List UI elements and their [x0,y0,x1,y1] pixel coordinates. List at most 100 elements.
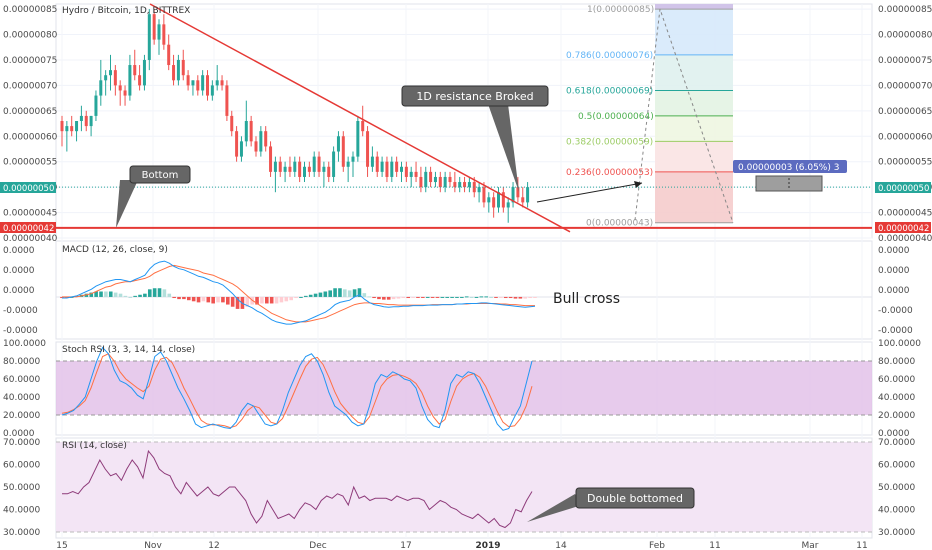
x-tick-label: 17 [400,541,411,550]
macd-histogram-bar [367,296,372,298]
fibonacci-retracement[interactable]: 1(0.00000085) 0.786(0.00000076) 0.618(0.00… [566,4,734,229]
last-price-left: 0.00000050 [3,184,54,194]
candle-body [206,75,209,96]
candle-body [264,131,268,147]
candle-body [186,75,190,86]
macd-histogram-bar [279,296,284,303]
stoch-y-tick-left: 20.0000 [3,411,40,421]
macd-panel-frame [55,240,873,340]
candle-body [273,161,277,172]
macd-histogram-bar [318,292,323,297]
candle-body [278,161,282,172]
candle-body [181,59,185,76]
chart-overlays [56,3,872,233]
resistance-callout[interactable]: 1D resistance Broked [401,85,549,192]
main-y-tick-left: 0.00000080 [3,31,58,41]
candle-body [390,161,394,177]
resistance-callout-label: 1D resistance Broked [416,90,533,103]
main-y-tick-right: 0.00000040 [878,234,932,244]
candle-body [395,161,399,172]
macd-histogram-bar [157,288,162,297]
macd-histogram-bar [167,293,172,297]
stoch-y-tick-right: 100.0000 [878,339,921,349]
x-tick-label: Dec [309,541,326,550]
candle-body [133,65,137,76]
macd-histogram-bar [133,295,137,297]
macd-histogram-bar [357,288,362,297]
candle-body [429,171,433,183]
macd-histogram-bar [513,296,518,299]
main-y-tick-left: 0.00000055 [3,158,57,168]
candle-body [414,171,418,177]
macd-line [62,260,536,325]
macd-histogram-bar [440,296,445,298]
macd-histogram-bar [479,296,484,298]
macd-histogram-bar [352,289,357,297]
candle-body [162,24,166,45]
candle-body [259,131,263,152]
main-y-tick-right: 0.00000060 [878,132,932,142]
macd-histogram-bar [147,289,152,297]
bottom-callout-box [129,165,191,184]
rsi-series [56,441,872,533]
fib-zone [655,9,733,55]
candle-body [385,161,389,177]
candle-body [288,166,292,172]
x-tick-label: Mar [802,541,819,550]
macd-histogram-bar [343,289,347,297]
macd-histogram-bar [172,296,176,299]
macd-histogram-bar [523,296,528,299]
macd-histogram-bar [503,296,508,299]
macd-histogram-bar [460,296,464,298]
stoch-d-line [61,353,533,429]
macd-histogram-bar [182,296,186,300]
macd-histogram-bar [294,296,298,299]
macd-histogram-bar [230,296,235,307]
x-tick-label: 12 [208,541,219,550]
breakout-arrowhead [634,181,642,188]
price-range-measure[interactable]: 0.00000003 (6.05%) 3 [733,160,847,192]
measure-label-box [733,160,847,173]
resistance-callout-box [401,85,549,107]
bottom-callout[interactable]: Bottom [116,165,191,228]
macd-histogram-bar [406,296,411,299]
support-price-badge: 0.00000042 0.00000042 [0,222,931,234]
macd-histogram-bar [430,296,435,298]
macd-histogram-bar [391,296,396,300]
candle-body [128,65,132,96]
bull-cross-annotation: Bull cross [553,291,620,307]
x-tick-label: Nov [144,541,162,550]
main-y-tick-left: 0.00000040 [3,234,58,244]
stoch-y-tick-right: 0.0000 [878,429,910,439]
double-bottom-callout-pointer [527,494,582,522]
resistance-trendline [149,3,571,233]
macd-y-tick-left: 0.0000 [3,266,35,276]
double-bottom-callout-box [575,487,695,509]
macd-histogram-bar [216,296,220,303]
main-y-tick-right: 0.00000070 [878,81,932,91]
fib-zone [655,171,733,223]
candle-body [312,156,316,172]
stoch-title: Stoch RSI (3, 3, 14, 14, close) [62,345,195,355]
fib-level-label: 0(0.00000043) [586,219,653,229]
double-bottom-callout[interactable]: Double bottomed [527,487,695,522]
x-tick-label: 15 [56,541,67,550]
candle-body [157,24,161,40]
candle-body [123,90,127,96]
candle-body [109,70,112,76]
candle-body [225,85,229,116]
main-y-tick-left: 0.00000070 [3,81,58,91]
fib-level-label: 0.5(0.00000064) [578,112,654,122]
rsi-line [62,449,533,529]
macd-histogram-bar [265,296,269,304]
candle-body [118,85,122,91]
candle-body [75,121,79,132]
candle-body [409,171,413,177]
macd-histogram-bar [494,296,498,298]
macd-histogram-bar [338,288,342,297]
candle-body [298,161,302,177]
candle-body [526,187,530,203]
macd-histogram-bar [304,295,308,297]
candle-body [497,192,500,208]
